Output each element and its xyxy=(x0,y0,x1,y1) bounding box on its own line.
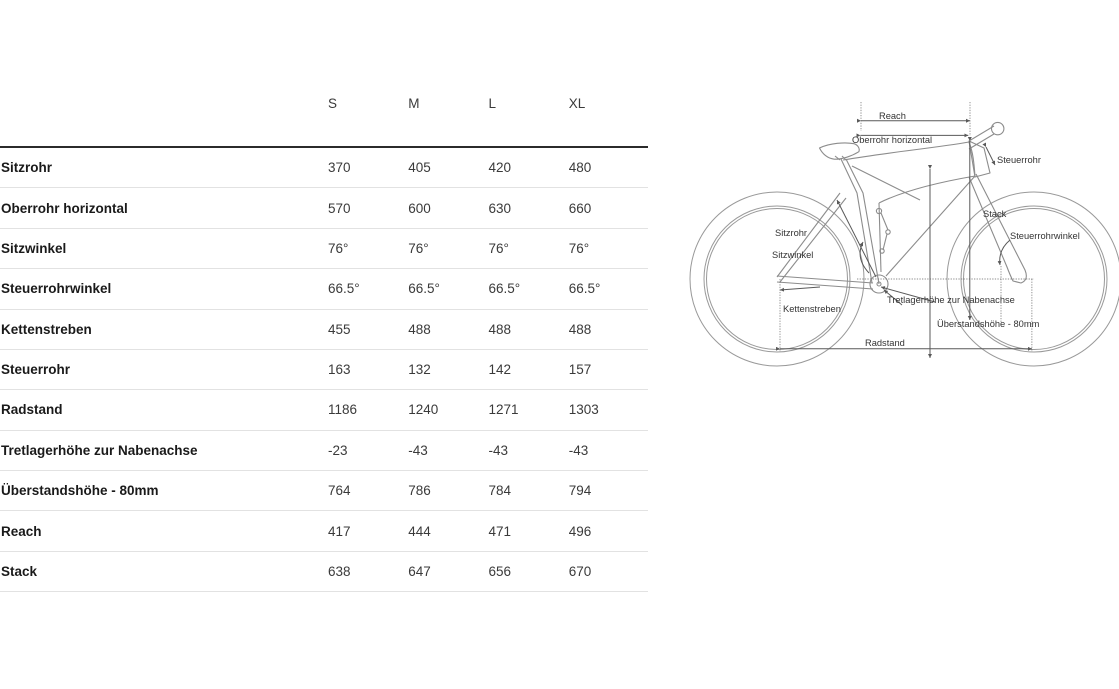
svg-text:Radstand: Radstand xyxy=(865,338,905,348)
svg-text:Steuerrohr: Steuerrohr xyxy=(997,155,1041,165)
svg-text:Sitzwinkel: Sitzwinkel xyxy=(772,250,813,260)
svg-text:Sitzrohr: Sitzrohr xyxy=(775,228,807,238)
svg-text:Kettenstreben: Kettenstreben xyxy=(783,304,841,314)
svg-text:Stack: Stack xyxy=(983,209,1007,219)
svg-text:Tretlagerhöhe zur Nabenachse: Tretlagerhöhe zur Nabenachse xyxy=(887,295,1015,305)
svg-text:Reach: Reach xyxy=(879,111,906,121)
svg-text:Überstandshöhe - 80mm: Überstandshöhe - 80mm xyxy=(937,319,1040,329)
svg-text:Steuerrohrwinkel: Steuerrohrwinkel xyxy=(1010,231,1080,241)
svg-text:Oberrohr horizontal: Oberrohr horizontal xyxy=(852,135,932,145)
